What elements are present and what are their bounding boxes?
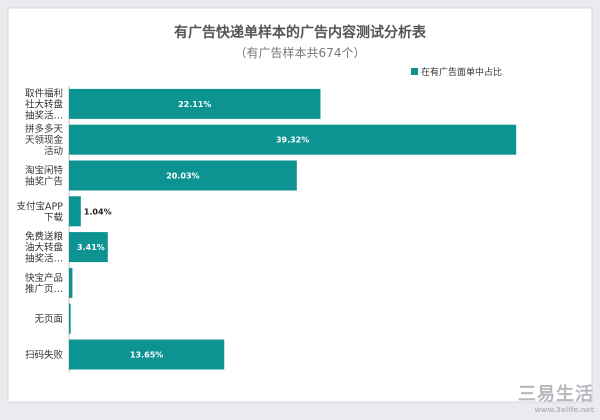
- watermark-url: www.3elife.net: [534, 406, 594, 414]
- category-label-4: 免费送粮油大转盘抽奖活…: [25, 231, 64, 265]
- value-label-4: 3.41%: [77, 243, 105, 252]
- legend-label: 在有广告面单中占比: [421, 66, 502, 78]
- bar-1: [69, 124, 517, 155]
- legend-swatch: [411, 68, 418, 75]
- bar-3: [69, 196, 81, 227]
- category-label-5: 快宝产品推广页…: [25, 272, 63, 295]
- category-label-2: 淘宝闲特抽奖广告: [25, 165, 64, 188]
- category-label-7: 扫码失败: [25, 349, 64, 361]
- value-label-0: 22.11%: [178, 100, 211, 109]
- watermark-text: 三易生活: [518, 384, 594, 405]
- bar-0: [69, 88, 321, 119]
- bar-7: [69, 339, 225, 370]
- category-label-1: 拼多多天天领现金活动: [25, 123, 64, 157]
- watermark-logo: 三易生活 www.3elife.net: [518, 380, 594, 414]
- bar-6: [69, 303, 71, 334]
- category-label-3: 支付宝APP 下载: [17, 200, 64, 223]
- plot-background: [7, 7, 593, 403]
- value-label-1: 39.32%: [276, 136, 309, 145]
- chart-title: 有广告快递单样本的广告内容测试分析表: [174, 24, 427, 41]
- bar-2: [69, 160, 297, 191]
- value-label-2: 20.03%: [166, 172, 199, 181]
- value-label-3: 1.04%: [84, 207, 112, 216]
- category-label-6: 无页面: [34, 314, 63, 325]
- chart-subtitle: （有广告样本共674个）: [235, 45, 366, 60]
- bar-4: [69, 232, 108, 263]
- category-label-0: 取件福利社大转盘抽奖活…: [25, 87, 64, 121]
- bar-5: [69, 267, 73, 298]
- value-label-7: 13.65%: [130, 351, 163, 360]
